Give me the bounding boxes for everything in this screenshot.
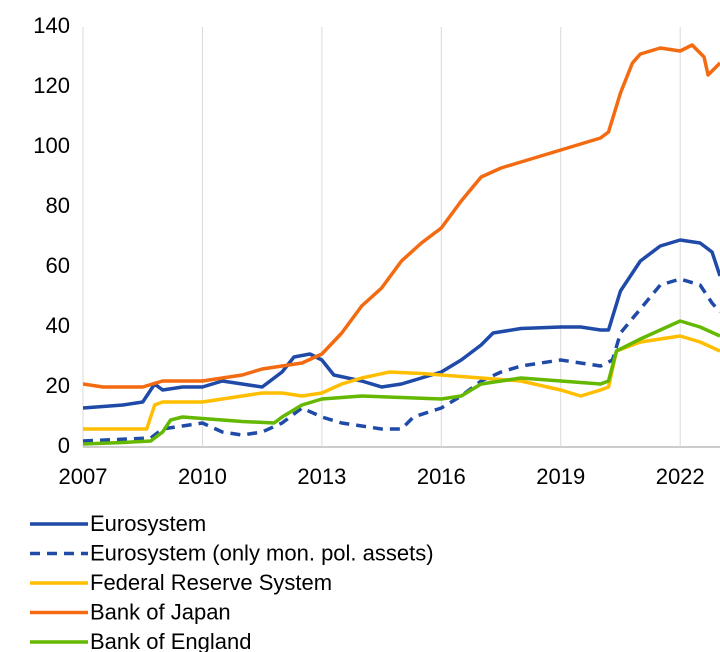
legend-label: Eurosystem [90, 511, 206, 536]
legend-label: Bank of Japan [90, 599, 231, 624]
y-tick-label: 100 [33, 133, 70, 158]
x-tick-label: 2022 [656, 464, 705, 489]
y-tick-label: 40 [46, 313, 70, 338]
series-line [83, 238, 720, 410]
x-tick-label: 2013 [297, 464, 346, 489]
series-line [83, 319, 720, 446]
legend-label: Federal Reserve System [90, 570, 332, 595]
legend-label: Eurosystem (only mon. pol. assets) [90, 540, 434, 565]
y-tick-label: 140 [33, 13, 70, 38]
y-tick-label: 80 [46, 193, 70, 218]
y-tick-label: 60 [46, 253, 70, 278]
x-tick-label: 2007 [59, 464, 108, 489]
y-tick-label: 0 [58, 433, 70, 458]
x-tick-label: 2016 [417, 464, 466, 489]
y-tick-label: 120 [33, 73, 70, 98]
x-tick-label: 2010 [178, 464, 227, 489]
y-tick-label: 20 [46, 373, 70, 398]
legend-label: Bank of England [90, 629, 251, 652]
series-line [83, 277, 720, 443]
series-line [83, 43, 720, 389]
x-tick-label: 2019 [536, 464, 585, 489]
